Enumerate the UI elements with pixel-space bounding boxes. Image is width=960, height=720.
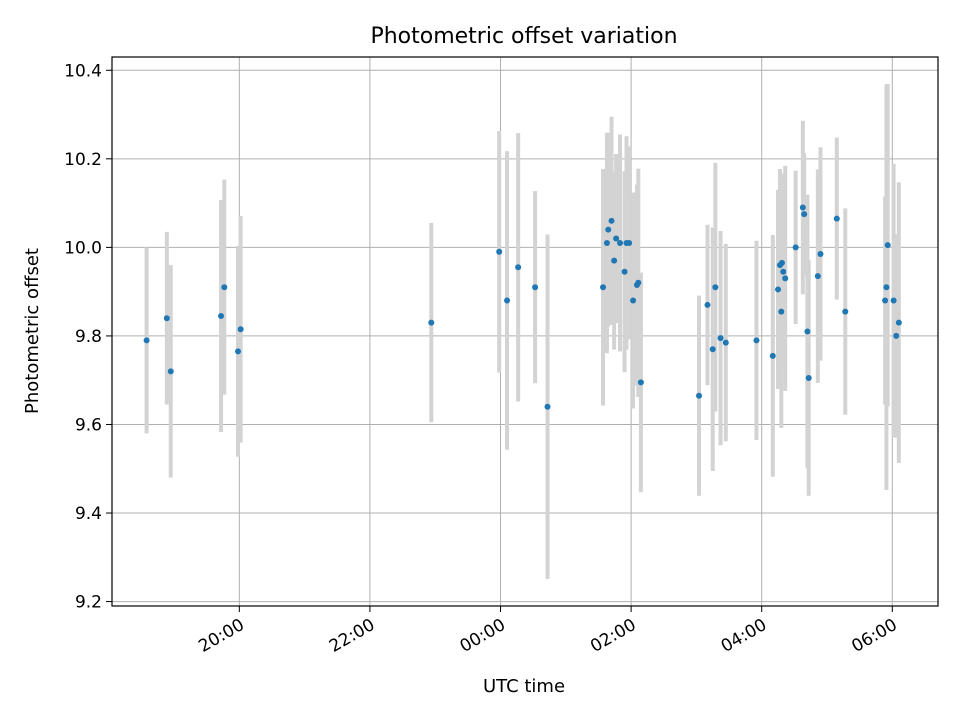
data-point bbox=[608, 217, 615, 224]
data-point bbox=[814, 273, 821, 280]
x-tick-label: 00:00 bbox=[457, 615, 509, 657]
data-point bbox=[611, 257, 618, 264]
data-point bbox=[626, 239, 633, 246]
x-tick-label: 20:00 bbox=[195, 615, 247, 657]
x-tick-label: 02:00 bbox=[587, 615, 639, 657]
data-point bbox=[603, 239, 610, 246]
y-tick-label: 10.4 bbox=[64, 61, 102, 81]
x-axis-ticks: 20:00 22:00 00:00 02:00 04:00 06:00 bbox=[195, 606, 901, 657]
data-point bbox=[722, 339, 729, 346]
y-tick-label: 10.0 bbox=[64, 238, 102, 258]
data-point bbox=[515, 264, 522, 271]
data-point bbox=[221, 284, 228, 291]
data-point bbox=[600, 284, 607, 291]
data-point bbox=[637, 379, 644, 386]
data-point bbox=[617, 239, 624, 246]
y-tick-label: 9.8 bbox=[75, 327, 102, 347]
data-point bbox=[801, 211, 808, 218]
data-point bbox=[504, 297, 511, 304]
data-point bbox=[605, 226, 612, 233]
data-point bbox=[792, 244, 799, 251]
data-point bbox=[630, 297, 637, 304]
error-bars bbox=[144, 84, 901, 579]
x-tick-label: 04:00 bbox=[718, 615, 770, 657]
data-point bbox=[782, 275, 789, 282]
data-point bbox=[890, 297, 897, 304]
y-tick-label: 10.2 bbox=[64, 150, 102, 170]
data-point bbox=[842, 308, 849, 315]
data-point bbox=[884, 242, 891, 249]
data-point bbox=[778, 308, 785, 315]
data-point bbox=[621, 268, 628, 275]
data-point bbox=[769, 352, 776, 359]
data-point bbox=[237, 326, 244, 333]
data-point bbox=[817, 251, 824, 258]
chart-title: Photometric offset variation bbox=[370, 24, 677, 49]
data-point bbox=[635, 279, 642, 286]
data-point bbox=[496, 248, 503, 255]
data-point bbox=[804, 328, 811, 335]
data-point bbox=[235, 348, 242, 355]
data-point bbox=[893, 332, 900, 339]
y-tick-label: 9.2 bbox=[75, 593, 102, 613]
data-point bbox=[532, 284, 539, 291]
x-tick-label: 22:00 bbox=[326, 615, 378, 657]
data-point bbox=[775, 286, 782, 293]
data-point bbox=[753, 337, 760, 344]
grid-lines bbox=[112, 57, 938, 606]
data-point bbox=[778, 259, 785, 266]
data-point bbox=[712, 284, 719, 291]
data-point bbox=[805, 374, 812, 381]
plot-frame bbox=[111, 56, 939, 607]
data-point bbox=[218, 313, 225, 320]
data-point bbox=[143, 337, 150, 344]
data-point bbox=[833, 215, 840, 222]
data-point bbox=[780, 268, 787, 275]
data-point bbox=[544, 403, 551, 410]
data-points bbox=[143, 204, 902, 410]
y-axis-ticks: 9.2 9.4 9.6 9.8 10.0 10.2 10.4 bbox=[64, 61, 112, 613]
data-point bbox=[709, 346, 716, 353]
data-point bbox=[799, 204, 806, 211]
y-tick-label: 9.4 bbox=[75, 504, 102, 524]
data-point bbox=[882, 297, 889, 304]
data-point bbox=[895, 319, 902, 326]
x-axis-label: UTC time bbox=[483, 676, 565, 697]
y-axis-label: Photometric offset bbox=[22, 248, 43, 414]
data-point bbox=[883, 284, 890, 291]
data-point bbox=[704, 301, 711, 308]
y-tick-label: 9.6 bbox=[75, 415, 102, 435]
data-point bbox=[163, 315, 170, 322]
data-point bbox=[167, 368, 174, 375]
data-point bbox=[613, 235, 620, 242]
data-point bbox=[696, 392, 703, 399]
data-point bbox=[717, 335, 724, 342]
x-tick-label: 06:00 bbox=[848, 615, 900, 657]
data-point bbox=[428, 319, 435, 326]
